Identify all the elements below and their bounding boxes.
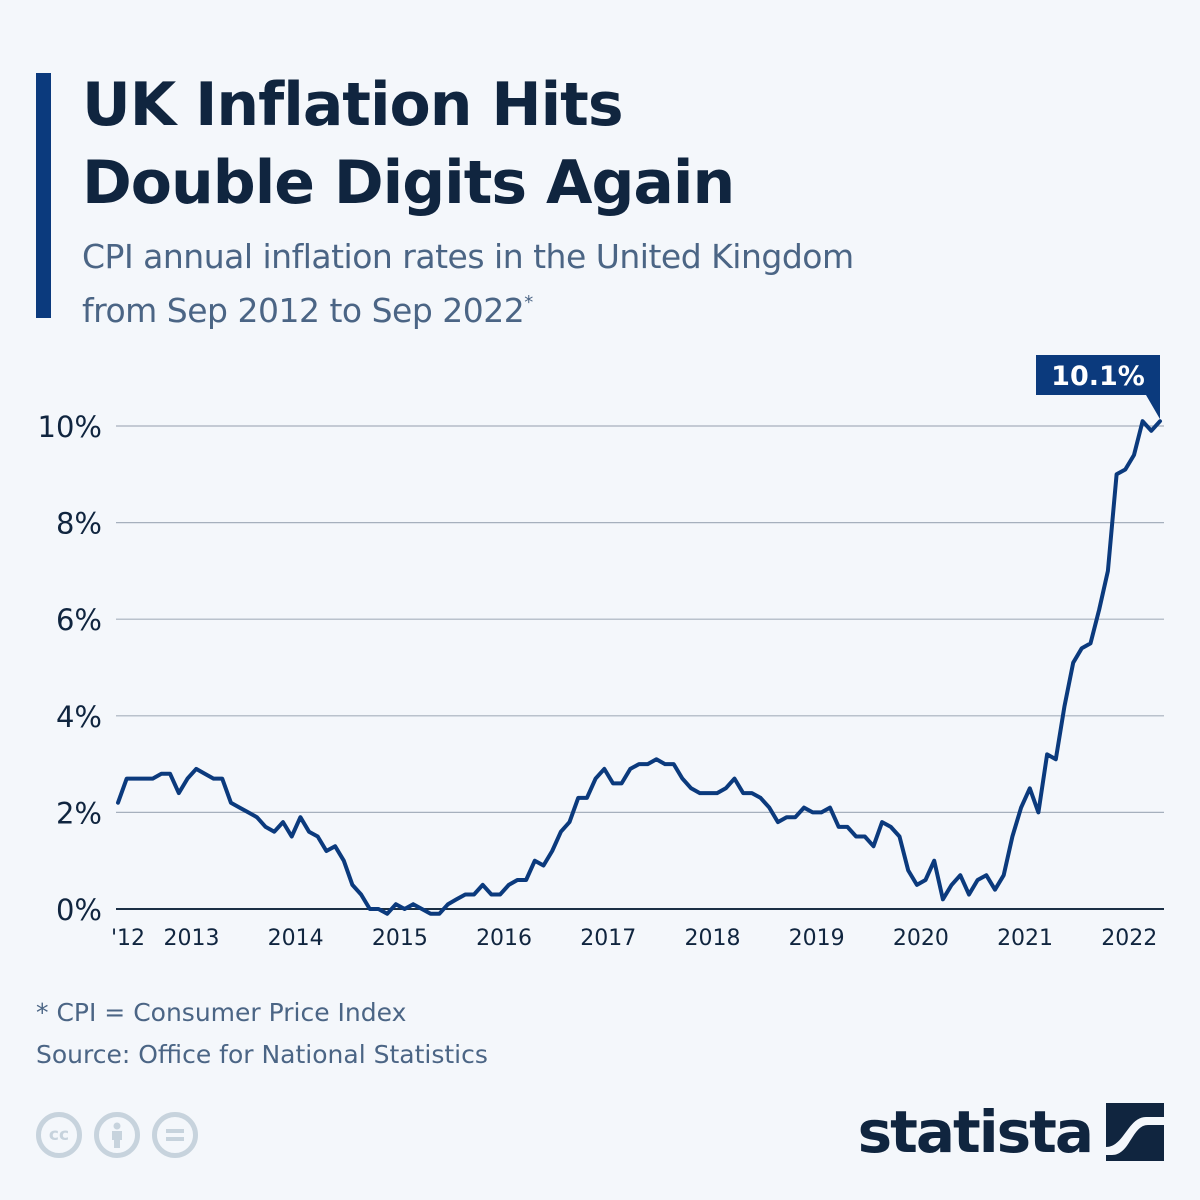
x-tick-label: 2013 <box>163 926 219 951</box>
statista-logo[interactable]: statista <box>858 1098 1164 1166</box>
license-icons: cc <box>36 1112 198 1158</box>
y-tick-label: 8% <box>56 507 102 541</box>
series-line-cpi <box>116 419 1162 916</box>
accent-bar <box>36 73 51 318</box>
subtitle-footnote-marker: * <box>524 292 533 313</box>
y-tick-label: 10% <box>38 410 102 444</box>
x-tick-label: 2021 <box>997 926 1053 951</box>
x-tick-label: 2019 <box>789 926 845 951</box>
brand-name: statista <box>857 1098 1094 1166</box>
line-chart: 0% 2% 4% 6% 8% 10% '12 2013 2014 2015 2016 2017 201… <box>38 355 1164 951</box>
chart-title: UK Inflation Hits Double Digits Again <box>82 66 735 222</box>
x-tick-label: '12 <box>111 926 145 951</box>
x-tick-label: 2020 <box>893 926 949 951</box>
x-axis-ticks: '12 2013 2014 2015 2016 2017 2018 2019 2020 2021 2… <box>111 926 1157 951</box>
footnotes: * CPI = Consumer Price Index Source: Off… <box>36 992 488 1076</box>
y-tick-label: 6% <box>56 603 102 637</box>
series-group <box>116 419 1162 916</box>
gridlines <box>116 425 1164 910</box>
subtitle-line-2: from Sep 2012 to Sep 2022* <box>82 280 854 334</box>
y-tick-label: 4% <box>56 700 102 734</box>
x-tick-label: 2014 <box>268 926 324 951</box>
y-tick-label: 0% <box>56 893 102 927</box>
annotation-label: 10.1% <box>1051 361 1145 392</box>
annotation-callout <box>1036 355 1160 420</box>
no-derivatives-icon[interactable] <box>152 1112 198 1158</box>
title-line-1: UK Inflation Hits <box>82 70 624 140</box>
source-note: Source: Office for National Statistics <box>36 1040 488 1069</box>
cc-icon[interactable]: cc <box>36 1112 82 1158</box>
y-axis-ticks: 0% 2% 4% 6% 8% 10% <box>38 410 102 927</box>
x-tick-label: 2016 <box>476 926 532 951</box>
x-tick-label: 2018 <box>684 926 740 951</box>
subtitle-line-1: CPI annual inflation rates in the United… <box>82 237 854 276</box>
attribution-icon[interactable] <box>94 1112 140 1158</box>
x-tick-label: 2015 <box>372 926 428 951</box>
value-annotation: 10.1% <box>1036 355 1160 420</box>
subtitle-line-2-text: from Sep 2012 to Sep 2022 <box>82 291 525 330</box>
x-tick-label: 2017 <box>580 926 636 951</box>
y-tick-label: 2% <box>56 796 102 830</box>
title-line-2: Double Digits Again <box>82 148 735 218</box>
chart-subtitle: CPI annual inflation rates in the United… <box>82 234 854 334</box>
cpi-footnote: * CPI = Consumer Price Index <box>36 998 407 1027</box>
statista-logo-icon <box>1106 1103 1164 1161</box>
x-tick-label: 2022 <box>1101 926 1157 951</box>
